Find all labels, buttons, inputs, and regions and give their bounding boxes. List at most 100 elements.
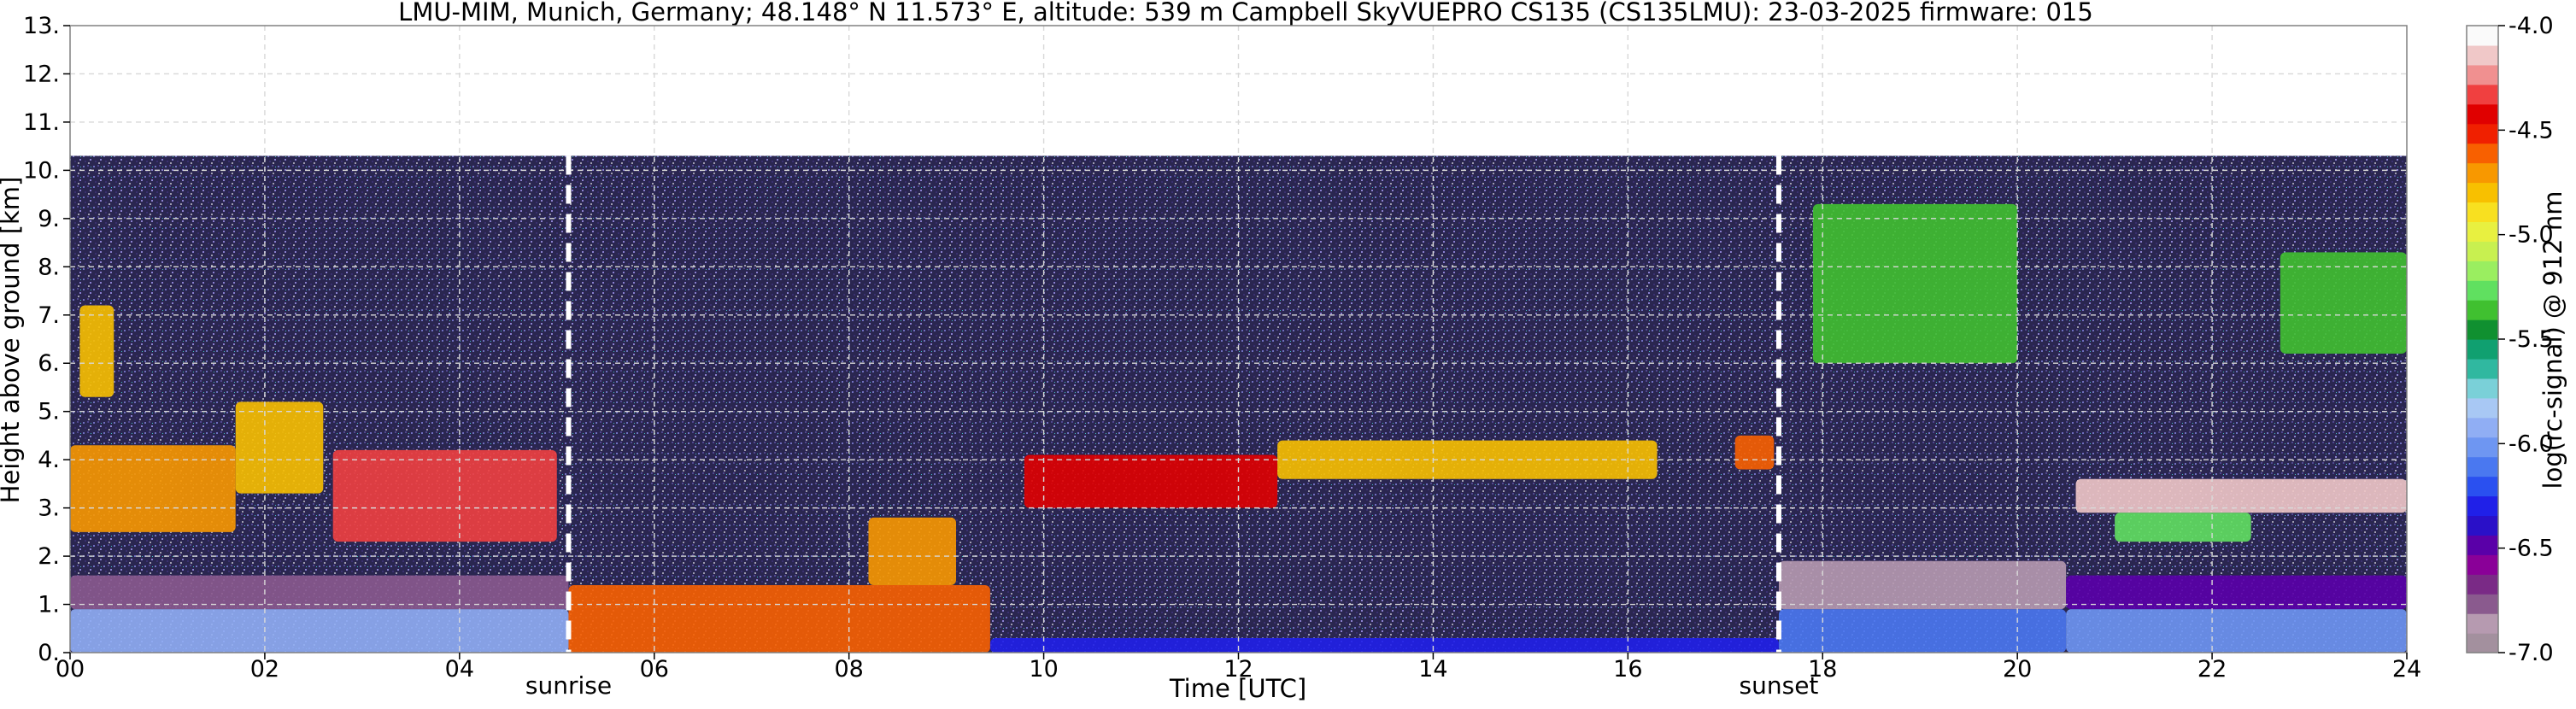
y-tick-label: 6. — [38, 350, 60, 377]
colorbar-swatch — [2467, 64, 2498, 85]
colorbar-swatch — [2467, 417, 2498, 438]
cloud-layer — [1734, 435, 1775, 470]
y-axis-label: Height above ground [km] — [0, 177, 25, 504]
x-tick-label: 20 — [2003, 656, 2032, 683]
y-tick-label: 5. — [38, 399, 60, 425]
y-tick-label: 9. — [38, 206, 60, 232]
y-tick-label: 8. — [38, 254, 60, 280]
plot-area — [69, 25, 2408, 653]
boundary-layer — [70, 609, 569, 653]
colorbar: -7.0 -6.5 -6.0 -5.5 -5.0 -4.5 -4.0 log(rc-sign… — [2466, 13, 2567, 666]
surface-layer — [1778, 609, 2067, 653]
colorbar-swatch — [2467, 103, 2498, 125]
residual-layer — [1778, 560, 2067, 610]
markers-layer — [566, 155, 1781, 653]
colorbar-swatch — [2467, 554, 2498, 575]
colorbar-swatch — [2467, 162, 2498, 184]
cloud-base — [2075, 478, 2407, 513]
colorbar-swatch — [2467, 437, 2498, 458]
colorbar-swatch — [2467, 358, 2498, 379]
x-tick-label: 10 — [1029, 656, 1058, 683]
colorbar-swatch — [2467, 495, 2498, 517]
colorbar-tick-label: -6.5 — [2509, 536, 2554, 562]
x-tick-label: 08 — [834, 656, 863, 683]
colorbar-swatch — [2467, 378, 2498, 399]
x-tick-label: 02 — [250, 656, 279, 683]
cirrus-band — [1812, 203, 2018, 364]
colorbar-swatch — [2467, 261, 2498, 281]
colorbar-swatch — [2467, 280, 2498, 301]
colorbar-swatch — [2467, 339, 2498, 360]
colorbar-tick-label: -5.0 — [2509, 222, 2554, 249]
colorbar-swatch — [2467, 476, 2498, 497]
y-tick-label: 4. — [38, 447, 60, 473]
x-tick-label: 24 — [2392, 656, 2421, 683]
colorbar-swatch — [2467, 456, 2498, 478]
lower-cloud — [2115, 513, 2251, 542]
colorbar-swatch — [2467, 202, 2498, 222]
marker-label-sunrise: sunrise — [525, 671, 612, 700]
colorbar-swatch — [2467, 182, 2498, 203]
colorbar-tick-label: -7.0 — [2509, 640, 2554, 666]
surface-layer — [2066, 609, 2407, 653]
cloud-layer — [235, 401, 324, 494]
aerosol-layer — [568, 584, 990, 653]
colorbar-swatch — [2467, 26, 2498, 46]
colorbar-swatch — [2467, 319, 2498, 340]
colorbar-label: log(rc-signal) @ 912 nm — [2538, 191, 2567, 489]
colorbar-swatch — [2467, 123, 2498, 144]
cloud-layer — [70, 445, 236, 532]
x-tick-label: 18 — [1808, 656, 1837, 683]
colorbar-tick-label: -4.5 — [2509, 117, 2554, 144]
colorbar-tick-label: -6.0 — [2509, 431, 2554, 457]
y-tick-label: 0. — [38, 640, 60, 666]
y-tick-label: 13. — [23, 13, 60, 39]
residual-layer — [2066, 575, 2407, 610]
features-layer — [70, 203, 2407, 653]
colorbar-swatch — [2467, 44, 2498, 66]
colorbar-swatch — [2467, 633, 2498, 653]
x-tick-label: 06 — [640, 656, 669, 683]
x-tick-label: 04 — [445, 656, 474, 683]
x-axis-label: Time [UTC] — [1169, 674, 1306, 703]
x-tick-label: 00 — [56, 656, 85, 683]
grid-layer — [70, 26, 2407, 653]
marker-label-sunset: sunset — [1740, 671, 1819, 700]
x-axis: sunrise sunset 00 02 04 06 08 10 12 14 16 18 20 22 24 — [56, 653, 2421, 700]
colorbar-swatches — [2467, 26, 2498, 653]
colorbar-swatch — [2467, 594, 2498, 614]
colorbar-swatch — [2467, 397, 2498, 419]
colorbar-swatch — [2467, 143, 2498, 164]
y-tick-label: 12. — [23, 61, 60, 87]
residual-layer — [70, 575, 569, 610]
y-tick-label: 7. — [38, 302, 60, 329]
x-tick-label: 16 — [1613, 656, 1642, 683]
aerosol-plume — [868, 517, 957, 585]
x-tick-label: 14 — [1418, 656, 1447, 683]
cloud-layer — [79, 305, 114, 397]
colorbar-tick-label: -5.5 — [2509, 326, 2554, 353]
y-tick-label: 2. — [38, 543, 60, 570]
cloud-layer — [1024, 454, 1278, 508]
y-axis: 0. 1. 2. 3. 4. 5. 6. 7. 8. 9. 10. 11. 12. 13. — [23, 13, 70, 666]
y-tick-label: 10. — [23, 157, 60, 184]
y-tick-label: 1. — [38, 592, 60, 618]
colorbar-ticks: -7.0 -6.5 -6.0 -5.5 -5.0 -4.5 -4.0 — [2498, 13, 2554, 666]
colorbar-swatch — [2467, 613, 2498, 634]
colorbar-swatch — [2467, 84, 2498, 105]
y-tick-label: 3. — [38, 495, 60, 522]
cirrus-band — [2280, 252, 2407, 354]
x-tick-label: 12 — [1223, 656, 1253, 683]
cloud-layer — [332, 449, 557, 542]
chart-title: LMU-MIM, Munich, Germany; 48.148° N 11.5… — [398, 0, 2093, 26]
colorbar-swatch — [2467, 515, 2498, 536]
surface-layer — [989, 638, 1779, 653]
colorbar-swatch — [2467, 221, 2498, 242]
colorbar-swatch — [2467, 535, 2498, 555]
y-tick-label: 11. — [23, 109, 60, 136]
colorbar-swatch — [2467, 574, 2498, 595]
colorbar-swatch — [2467, 241, 2498, 261]
x-tick-label: 22 — [2198, 656, 2227, 683]
